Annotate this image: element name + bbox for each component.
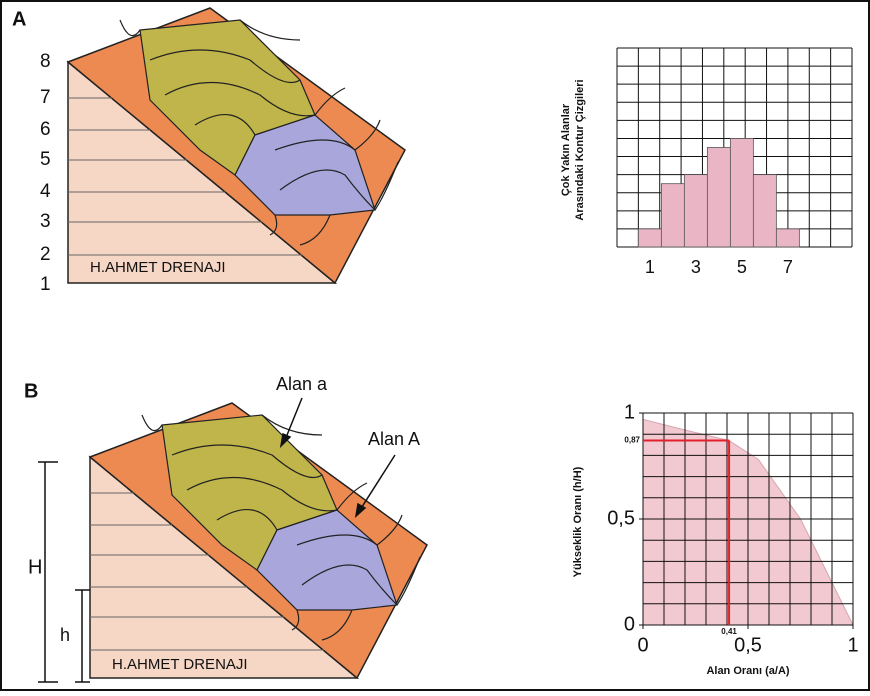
x-tick-label: 0,5 [734,634,762,656]
contour-label: 6 [40,119,51,140]
bar [753,175,776,247]
figure: A H.AHMET DRENAJI B H.AHMET DRENAJI Alan… [0,0,870,691]
panel-letter: A [12,8,26,30]
panel-letter: B [24,380,38,402]
bar [707,148,730,248]
x-axis-label: Alan Oranı (a/A) [706,665,789,677]
basin-label: H.AHMET DRENAJI [90,259,226,276]
y-axis-label: Yükseklik Oranı (h/H) [572,466,584,577]
x-tick-label: 1 [847,634,858,656]
height-label: h [60,625,70,645]
contour-label: 3 [40,211,51,232]
area-label: Alan a [276,374,328,394]
contour-label: 7 [40,87,51,108]
x-tick-label: 0 [637,634,648,656]
contour-label: 5 [40,149,51,170]
bar [730,138,753,247]
bar [776,229,799,247]
marker-label: 0,87 [624,436,640,445]
contour-label: 2 [40,244,51,265]
x-tick-label: 7 [783,257,793,277]
height-brackets [38,462,90,682]
x-tick-label: 1 [645,257,655,277]
y-tick-label: 1 [624,401,635,423]
area-label: Alan A [368,429,420,449]
bar [638,229,661,247]
y-tick-label: 0,5 [607,507,635,529]
x-tick-label: 5 [737,257,747,277]
bar [661,184,684,247]
basin-label: H.AHMET DRENAJI [112,656,248,673]
bar [684,175,707,247]
y-axis-label: Arasındaki Kontur Çizgileri [574,79,586,220]
basin-a [68,8,405,283]
contour-label: 8 [40,51,51,72]
x-tick-label: 3 [691,257,701,277]
y-tick-label: 0 [624,613,635,635]
y-axis-label: Çok Yakın Alanlar [560,103,572,196]
height-label: H [28,556,42,578]
contour-label: 1 [40,274,51,295]
marker-label: 0,41 [721,627,737,636]
contour-label: 4 [40,181,51,202]
